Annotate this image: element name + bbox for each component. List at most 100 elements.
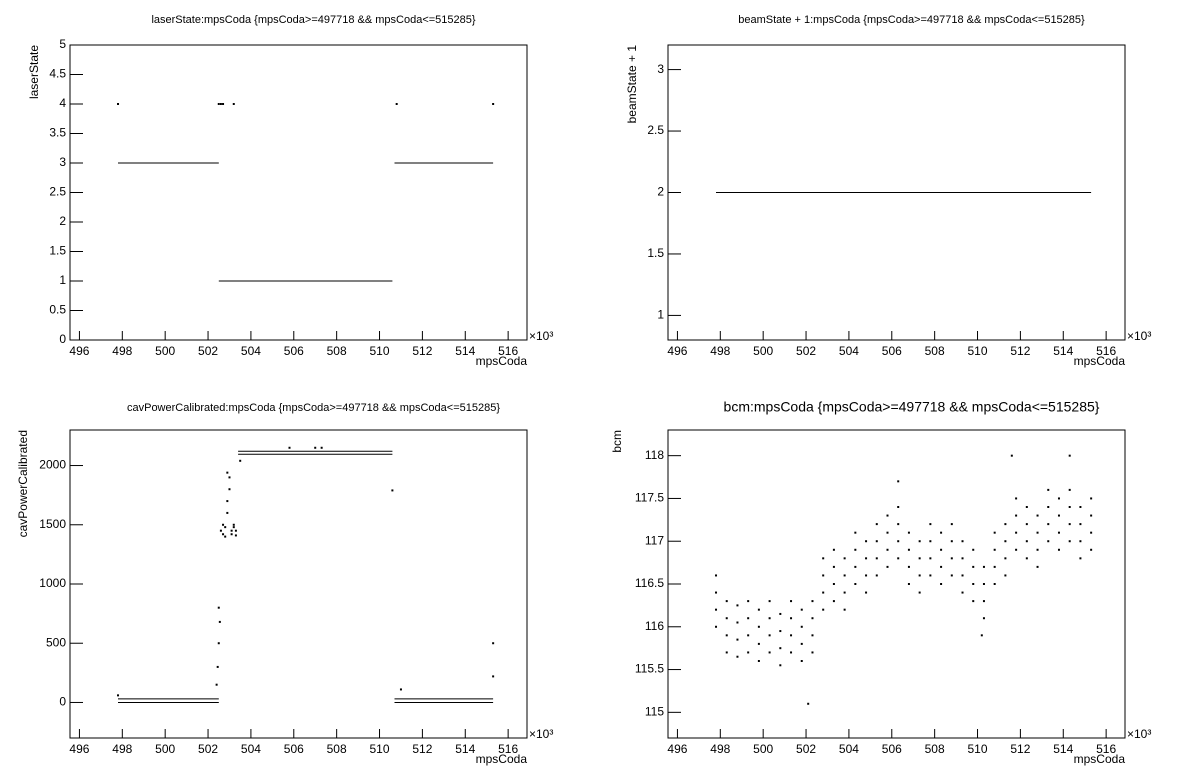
x-tick-label: 496	[69, 344, 89, 358]
data-point	[222, 103, 225, 105]
y-tick-label: 115.5	[635, 662, 664, 676]
x-tick-label: 496	[69, 742, 89, 756]
data-point	[230, 533, 233, 536]
data-point	[391, 489, 394, 492]
data-point	[779, 647, 782, 650]
data-point	[854, 565, 857, 568]
x-axis-label: mpsCoda	[1074, 354, 1126, 368]
data-point	[1025, 506, 1028, 508]
x-tick-label: 516	[498, 344, 518, 358]
data-point	[736, 638, 739, 641]
data-point	[1025, 557, 1028, 560]
y-tick-label: 1.5	[647, 246, 664, 260]
x-tick-label: 502	[796, 344, 816, 358]
data-point	[1068, 506, 1071, 508]
x-tick-label: 514	[1053, 742, 1073, 756]
data-point	[492, 103, 495, 105]
data-point	[993, 565, 996, 568]
data-point	[950, 523, 953, 526]
data-point	[1079, 506, 1082, 508]
data-point	[1079, 557, 1082, 560]
x-exponent: ×10³	[1127, 727, 1151, 741]
y-tick-label: 117.5	[635, 491, 664, 505]
data-point	[790, 600, 793, 603]
data-point	[226, 511, 229, 514]
data-point	[395, 103, 398, 105]
x-tick-label: 516	[1096, 344, 1116, 358]
data-line	[118, 162, 494, 282]
y-tick-label: 2.5	[647, 123, 664, 137]
data-point	[822, 608, 825, 611]
data-point	[1047, 488, 1050, 491]
data-point	[972, 600, 975, 603]
y-axis-label: beamState + 1	[625, 45, 639, 124]
data-point	[215, 683, 218, 686]
data-point	[715, 574, 718, 577]
data-point	[1025, 540, 1028, 543]
data-point	[216, 665, 219, 668]
x-tick-label: 496	[667, 344, 687, 358]
data-point	[1057, 514, 1060, 517]
data-point	[982, 617, 985, 620]
data-point	[961, 557, 964, 560]
data-point	[843, 591, 846, 594]
x-tick-label: 500	[753, 742, 773, 756]
data-point	[918, 591, 921, 594]
y-tick-label: 500	[46, 635, 66, 649]
data-point	[907, 531, 910, 534]
data-point	[1079, 540, 1082, 543]
data-point	[950, 557, 953, 560]
data-point	[222, 523, 225, 526]
data-point	[779, 664, 782, 667]
data-point	[725, 634, 728, 637]
y-tick-label: 4.5	[49, 67, 66, 81]
y-tick-label: 5	[59, 37, 66, 51]
data-point	[843, 574, 846, 577]
x-tick-label: 508	[327, 742, 347, 756]
y-tick-label: 2000	[39, 458, 66, 472]
data-point	[747, 617, 750, 620]
data-point	[1068, 523, 1071, 526]
data-point	[1057, 548, 1060, 551]
data-point	[725, 617, 728, 620]
data-point	[811, 651, 814, 654]
data-point	[865, 591, 868, 594]
x-axis-label: mpsCoda	[476, 752, 528, 766]
data-point	[757, 625, 760, 628]
data-point	[736, 655, 739, 658]
data-point	[492, 642, 495, 645]
data-point	[1090, 548, 1093, 551]
x-tick-label: 506	[882, 742, 902, 756]
data-point	[228, 488, 231, 491]
y-axis-label: cavPowerCalibrated	[16, 430, 30, 537]
data-point	[907, 583, 910, 585]
data-point	[1010, 454, 1013, 457]
x-tick-label: 508	[925, 344, 945, 358]
data-point	[875, 574, 878, 577]
data-point	[1004, 523, 1007, 526]
data-point	[832, 565, 835, 568]
data-point	[790, 617, 793, 620]
data-point	[929, 523, 932, 526]
data-point	[228, 476, 231, 479]
data-point	[875, 523, 878, 526]
data-point	[800, 625, 803, 628]
y-tick-label: 4	[59, 96, 66, 110]
data-point	[768, 600, 771, 603]
data-point	[757, 608, 760, 611]
data-point	[886, 565, 889, 568]
data-point	[757, 660, 760, 662]
x-tick-label: 506	[284, 344, 304, 358]
x-tick-label: 498	[710, 344, 730, 358]
x-tick-label: 512	[1010, 742, 1030, 756]
data-point	[117, 103, 120, 105]
data-point	[768, 634, 771, 637]
y-axis-label: laserState	[27, 45, 41, 99]
data-point	[940, 548, 943, 551]
x-tick-label: 510	[968, 742, 988, 756]
y-tick-label: 1	[657, 308, 664, 322]
x-tick-label: 508	[925, 742, 945, 756]
x-tick-label: 508	[327, 344, 347, 358]
x-tick-label: 504	[241, 742, 261, 756]
data-point	[725, 651, 728, 654]
